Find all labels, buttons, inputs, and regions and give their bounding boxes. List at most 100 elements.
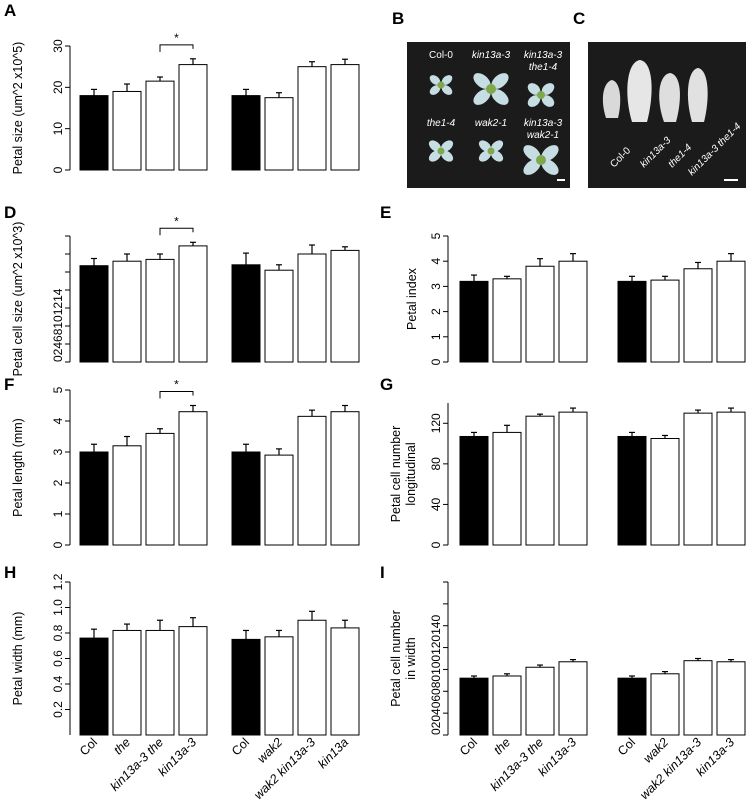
panel-letter-h: H [4,563,16,582]
chart-panel-g: 0 40 80 120 Petal cell number longitudinal [389,403,746,548]
bar [617,280,647,363]
significance-star: * [174,214,179,228]
bar [178,411,208,546]
y-tick-label: 0.2 [51,701,65,718]
bar [178,245,208,363]
y-axis-label-line2: in width [404,637,418,679]
bar [264,454,294,546]
y-tick-label: 2 [51,479,65,486]
y-tick-label: 5 [51,386,65,393]
bar [459,677,489,736]
bar [459,435,489,546]
petal-kin13a3-the14 [687,68,708,122]
y-tick-label: 40 [429,497,443,511]
bar [297,253,327,363]
bar [558,260,588,363]
bar [79,265,109,363]
petal-photo-panel: Col-0 kin13a-3 the1-4 kin13a-3 the1-4 [588,42,746,188]
bar [112,90,142,171]
chart-panel-e: 0 1 2 3 4 5 Petal index [405,232,746,365]
x-category-label: wak2 [255,735,286,766]
panel-letter-i: I [380,563,385,582]
bar [492,431,522,546]
flower-kin13a3-the14 [527,83,555,107]
bar [264,269,294,363]
bar [145,432,175,546]
y-tick-label: 1.0 [51,599,65,616]
significance-star: * [174,378,179,392]
bar [264,636,294,736]
bar [297,415,327,546]
y-tick-label-stack: 02468101214 [51,288,65,362]
bar [231,638,261,736]
x-category-label: Col [615,735,638,758]
bar [558,661,588,736]
bar [231,264,261,363]
bar [112,260,142,363]
bar [178,626,208,736]
bar [683,412,713,546]
bar [683,660,713,736]
bar [79,637,109,736]
y-tick-label: 80 [429,457,443,471]
photo-label-the14-top: the1-4 [529,62,558,73]
bar [492,675,522,736]
bar [330,64,360,171]
y-tick-label: 1.2 [51,573,65,590]
y-tick-label: 120 [429,413,443,433]
y-tick-label: 0.6 [51,650,65,667]
x-category-label: Col [457,735,480,758]
flower-kin13a3-wak21 [523,145,559,175]
flower-photo-panel: Col-0 kin13a-3 kin13a-3 the1-4 the1-4 wa… [407,42,570,188]
bar [330,627,360,736]
bar [145,258,175,363]
bar [112,629,142,736]
panel-letter-d: D [4,203,16,222]
x-category-label: Col [229,735,252,758]
y-axis-label: Petal cell number [389,426,403,523]
bar [79,95,109,171]
photo-label-the14: the1-4 [427,118,456,129]
bar [650,438,680,546]
bar [650,279,680,363]
y-tick-label: 0.4 [51,675,65,692]
y-tick-label-stack: 020406080100120140 [429,615,443,735]
y-tick-label: 4 [429,258,443,265]
bar [525,265,555,363]
x-category-label: kin13a [315,735,351,771]
photo-label-col0: Col-0 [429,50,453,61]
bar [112,445,142,546]
y-tick-label: 30 [51,39,65,53]
y-axis-label: Petal length (mm) [11,418,25,517]
y-tick-label: 2 [429,308,443,315]
y-axis-label: Petal cell number [389,610,403,707]
bar [492,278,522,363]
y-tick-label: 1 [429,333,443,340]
chart-panel-a: 0 10 20 30 Petal size (um^2 x10^5) * [11,31,360,174]
flower-the14 [428,140,454,162]
x-category-label: wak2 [641,735,672,766]
flower-wak21 [478,140,504,162]
panel-letter-f: F [4,375,14,394]
bar [716,260,746,363]
bar [683,268,713,363]
petal-col0 [602,80,621,118]
y-tick-label: 0 [429,358,443,365]
bar [716,411,746,546]
y-axis-label: Petal cell size (um^2 x10^3) [11,222,25,377]
photo-label-wak21-bottom: wak2-1 [527,130,559,141]
petal-kin13a3 [627,60,652,122]
chart-panel-f: 0 1 2 3 4 5 Petal length (mm) * [11,378,360,548]
bar [525,666,555,736]
y-tick-label: 0 [429,541,443,548]
y-axis-label-line2: longitudinal [404,442,418,505]
x-category-label: the [491,735,513,757]
bar [330,411,360,546]
y-axis-label: Petal index [405,267,419,330]
bar [716,661,746,736]
y-tick-label: 10 [51,122,65,136]
y-tick-label: 0 [51,166,65,173]
significance-star: * [174,31,179,45]
